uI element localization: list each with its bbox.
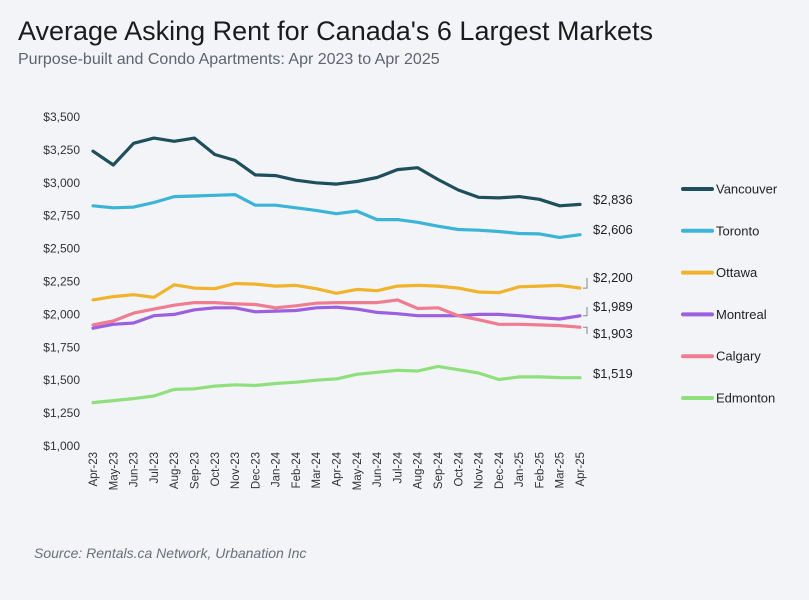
- x-tick-label: May-24: [352, 451, 364, 490]
- x-tick-label: Aug-23: [169, 452, 181, 489]
- chart-source: Source: Rentals.ca Network, Urbanation I…: [34, 545, 307, 561]
- x-tick-label: Oct-23: [210, 452, 222, 487]
- series-line-edmonton: [91, 364, 582, 405]
- x-tick-label: Mar-24: [311, 451, 323, 488]
- y-tick-label: $2,750: [43, 209, 80, 223]
- end-label-toronto: $2,606: [593, 222, 633, 237]
- x-tick-label: Feb-25: [534, 452, 546, 488]
- x-tick-label: Aug-24: [413, 451, 425, 489]
- legend-label-ottawa: Ottawa: [716, 265, 758, 280]
- chart-end-labels: $2,836 $2,606 $2,200 $1,989 $1,903 $1,519: [583, 192, 633, 381]
- x-tick-label: Mar-25: [555, 452, 567, 488]
- y-tick-label: $1,500: [43, 373, 80, 387]
- legend-label-vancouver: Vancouver: [716, 182, 778, 197]
- end-label-ottawa: $2,200: [593, 270, 633, 285]
- chart-title: Average Asking Rent for Canada's 6 Large…: [18, 16, 654, 46]
- chart-subtitle: Purpose-built and Condo Apartments: Apr …: [18, 51, 440, 68]
- x-tick-label: Jul-24: [392, 451, 404, 483]
- x-tick-label: Dec-24: [494, 451, 506, 489]
- x-tick-label: Jun-23: [129, 452, 141, 487]
- x-tick-label: Feb-24: [291, 451, 303, 488]
- y-tick-label: $1,750: [43, 340, 80, 354]
- end-label-calgary: $1,903: [593, 326, 633, 341]
- end-label-leader: [583, 307, 588, 317]
- chart-axes: $1,000 $1,250 $1,500 $1,750 $2,000 $2,250 $2,5…: [43, 110, 587, 490]
- legend-label-calgary: Calgary: [716, 349, 761, 364]
- chart-lines: [91, 136, 582, 405]
- x-tick-label: Jan-25: [514, 452, 526, 487]
- series-line-ottawa: [91, 281, 582, 302]
- x-tick-label: Apr-25: [575, 452, 587, 487]
- legend-label-edmonton: Edmonton: [716, 391, 775, 406]
- series-line-toronto: [91, 193, 582, 239]
- series-line-vancouver: [91, 136, 582, 208]
- x-tick-label: Jun-24: [372, 451, 384, 487]
- y-tick-label: $2,000: [43, 307, 80, 321]
- x-tick-label: Sep-24: [433, 451, 445, 489]
- end-label-montreal: $1,989: [593, 299, 633, 314]
- end-label-leader: [583, 326, 588, 334]
- y-tick-label: $1,000: [43, 439, 80, 453]
- x-tick-label: Apr-24: [332, 451, 344, 486]
- x-tick-label: Dec-23: [250, 452, 262, 489]
- y-tick-label: $2,500: [43, 242, 80, 256]
- x-tick-label: May-23: [108, 452, 120, 490]
- series-line-calgary: [91, 298, 582, 329]
- y-tick-label: $3,500: [43, 110, 80, 124]
- legend-label-montreal: Montreal: [716, 307, 767, 322]
- chart-legend: Vancouver Toronto Ottawa Montreal Calgary Edm…: [681, 182, 778, 406]
- y-tick-label: $3,000: [43, 176, 80, 190]
- x-tick-label: Apr-23: [88, 452, 100, 487]
- x-tick-label: Jul-23: [149, 452, 161, 483]
- end-label-leader: [583, 278, 588, 289]
- end-label-edmonton: $1,519: [593, 366, 633, 381]
- series-line-montreal: [91, 305, 582, 330]
- x-tick-label: Sep-23: [189, 452, 201, 489]
- x-tick-label: Jan-24: [271, 451, 283, 487]
- y-tick-label: $1,250: [43, 406, 80, 420]
- end-label-vancouver: $2,836: [593, 192, 633, 207]
- y-tick-label: $2,250: [43, 275, 80, 289]
- x-tick-label: Nov-24: [474, 451, 486, 489]
- x-tick-label: Nov-23: [230, 452, 242, 489]
- x-tick-label: Oct-24: [453, 451, 465, 486]
- legend-label-toronto: Toronto: [716, 223, 759, 238]
- y-tick-label: $3,250: [43, 143, 80, 157]
